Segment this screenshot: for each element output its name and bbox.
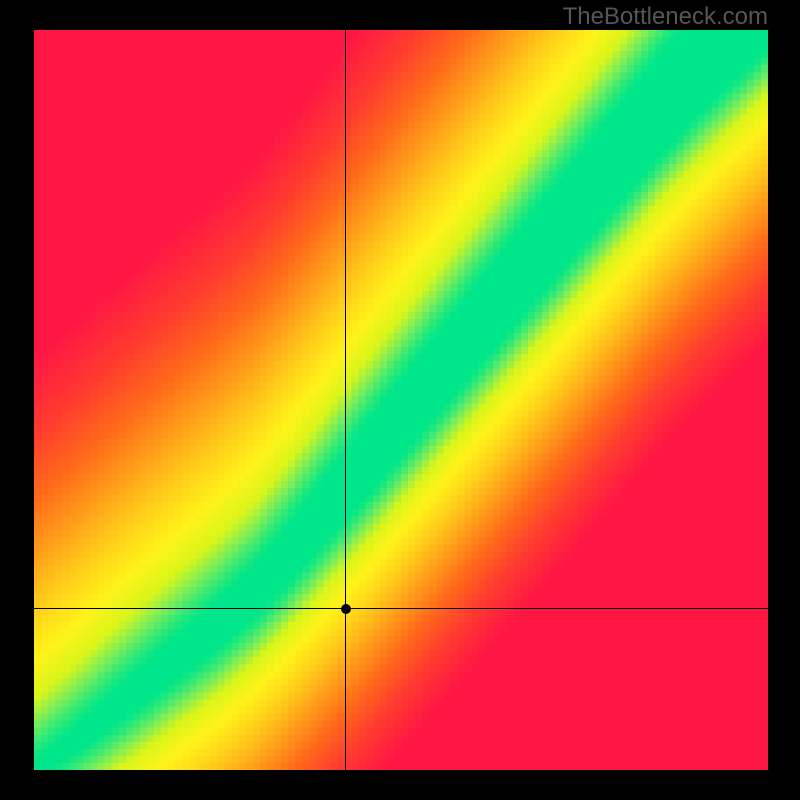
- crosshair-horizontal-line: [34, 608, 768, 609]
- crosshair-vertical-line: [345, 30, 346, 770]
- crosshair-marker-dot: [341, 604, 351, 614]
- chart-container: TheBottleneck.com: [0, 0, 800, 800]
- watermark-text: TheBottleneck.com: [563, 3, 768, 31]
- bottleneck-heatmap: [34, 30, 768, 770]
